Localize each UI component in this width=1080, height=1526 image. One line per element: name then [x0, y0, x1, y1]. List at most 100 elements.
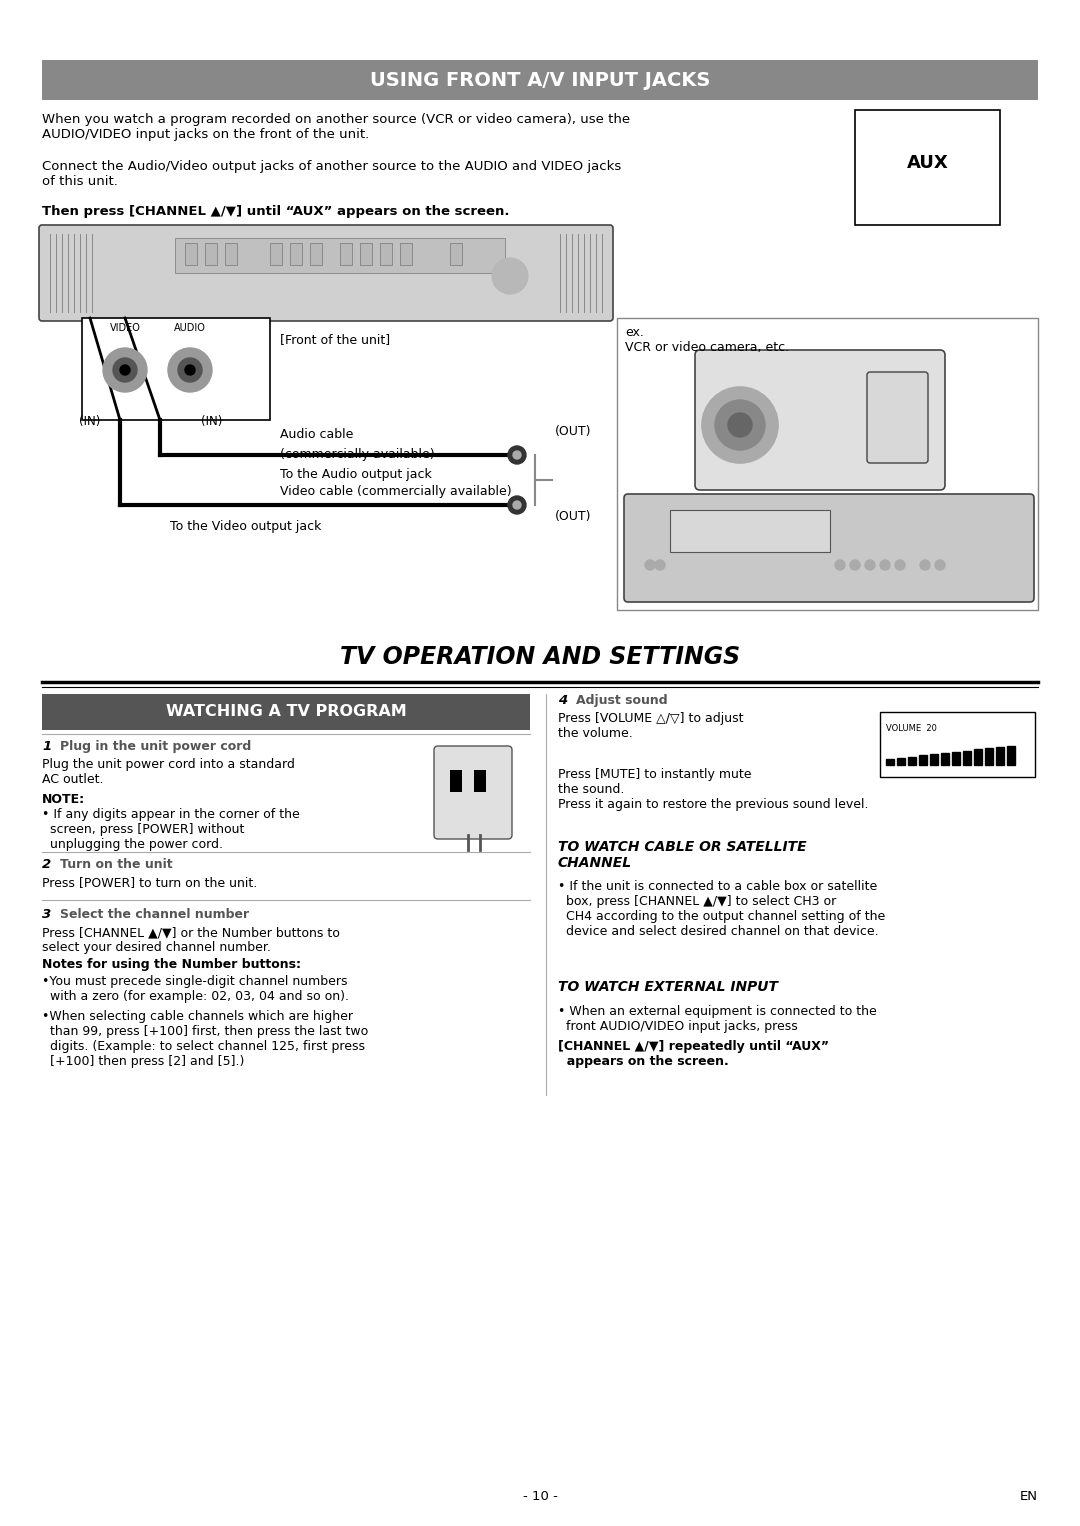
Bar: [617, 317, 1038, 610]
Circle shape: [492, 258, 528, 295]
Circle shape: [865, 560, 875, 571]
Text: ex.
VCR or video camera, etc.: ex. VCR or video camera, etc.: [625, 327, 789, 354]
Text: To the Audio output jack: To the Audio output jack: [280, 468, 432, 481]
Bar: [941, 752, 949, 765]
Text: Press [MUTE] to instantly mute
the sound.
Press it again to restore the previous: Press [MUTE] to instantly mute the sound…: [558, 768, 868, 810]
Text: NOTE:: NOTE:: [42, 794, 85, 806]
Circle shape: [880, 560, 890, 571]
Text: • When an external equipment is connected to the
  front AUDIO/VIDEO input jacks: • When an external equipment is connecte…: [558, 1006, 877, 1033]
Text: AUX: AUX: [906, 154, 948, 171]
Text: Plug the unit power cord into a standard
AC outlet.: Plug the unit power cord into a standard…: [42, 758, 295, 786]
Text: Connect the Audio/Video output jacks of another source to the AUDIO and VIDEO ja: Connect the Audio/Video output jacks of …: [42, 160, 621, 188]
Text: Adjust sound: Adjust sound: [576, 694, 667, 707]
Text: • If the unit is connected to a cable box or satellite
  box, press [CHANNEL ▲/▼: • If the unit is connected to a cable bo…: [558, 881, 886, 938]
Bar: [310, 243, 322, 266]
Text: Audio cable: Audio cable: [280, 427, 353, 441]
Bar: [42, 60, 1038, 101]
Text: Press [POWER] to turn on the unit.: Press [POWER] to turn on the unit.: [42, 876, 257, 890]
Bar: [205, 243, 217, 266]
Text: - 10 -: - 10 -: [523, 1489, 557, 1503]
Circle shape: [513, 501, 521, 510]
Bar: [855, 110, 1000, 224]
Bar: [225, 243, 237, 266]
Bar: [380, 243, 392, 266]
Circle shape: [702, 388, 778, 462]
Text: [Front of the unit]: [Front of the unit]: [280, 333, 390, 346]
Bar: [951, 752, 960, 765]
Text: USING FRONT A/V INPUT JACKS: USING FRONT A/V INPUT JACKS: [369, 70, 711, 90]
Bar: [270, 243, 282, 266]
Text: TV OPERATION AND SETTINGS: TV OPERATION AND SETTINGS: [340, 645, 740, 668]
Circle shape: [935, 560, 945, 571]
Text: (IN): (IN): [201, 415, 222, 427]
Circle shape: [185, 365, 195, 375]
Bar: [400, 243, 411, 266]
Circle shape: [120, 365, 130, 375]
Circle shape: [508, 446, 526, 464]
Text: (IN): (IN): [79, 415, 100, 427]
Text: WATCHING A TV PROGRAM: WATCHING A TV PROGRAM: [165, 705, 406, 719]
Bar: [919, 755, 927, 765]
Text: 2: 2: [42, 858, 51, 871]
Text: TO WATCH EXTERNAL INPUT: TO WATCH EXTERNAL INPUT: [558, 980, 778, 993]
Text: (commercially available): (commercially available): [280, 449, 434, 461]
Bar: [340, 243, 352, 266]
Bar: [886, 758, 894, 765]
Bar: [185, 243, 197, 266]
Circle shape: [715, 400, 765, 450]
Bar: [670, 510, 831, 552]
Text: When you watch a program recorded on another source (VCR or video camera), use t: When you watch a program recorded on ano…: [42, 113, 630, 140]
Text: VIDEO: VIDEO: [109, 324, 140, 333]
Text: Notes for using the Number buttons:: Notes for using the Number buttons:: [42, 958, 301, 971]
Bar: [897, 758, 905, 765]
Text: •When selecting cable channels which are higher
  than 99, press [+100] first, t: •When selecting cable channels which are…: [42, 1010, 368, 1068]
FancyBboxPatch shape: [867, 372, 928, 462]
Text: Then press [CHANNEL ▲/▼] until “AUX” appears on the screen.: Then press [CHANNEL ▲/▼] until “AUX” app…: [42, 204, 510, 218]
Text: (OUT): (OUT): [555, 426, 592, 438]
Bar: [82, 317, 270, 420]
Bar: [42, 694, 530, 729]
Bar: [908, 757, 916, 765]
Bar: [474, 771, 486, 792]
Circle shape: [920, 560, 930, 571]
Bar: [880, 713, 1035, 777]
Circle shape: [168, 348, 212, 392]
Bar: [985, 748, 993, 765]
Bar: [450, 771, 462, 792]
Circle shape: [113, 359, 137, 382]
Circle shape: [513, 452, 521, 459]
FancyBboxPatch shape: [624, 494, 1034, 601]
FancyBboxPatch shape: [434, 746, 512, 839]
Text: Turn on the unit: Turn on the unit: [60, 858, 173, 871]
Text: Plug in the unit power cord: Plug in the unit power cord: [60, 740, 252, 752]
Text: • If any digits appear in the corner of the
  screen, press [POWER] without
  un: • If any digits appear in the corner of …: [42, 807, 300, 852]
Bar: [1007, 746, 1015, 765]
Bar: [360, 243, 372, 266]
Text: 4: 4: [558, 694, 567, 707]
Text: Press [CHANNEL ▲/▼] or the Number buttons to
select your desired channel number.: Press [CHANNEL ▲/▼] or the Number button…: [42, 926, 340, 954]
Bar: [450, 243, 462, 266]
Text: Press [VOLUME △/▽] to adjust
the volume.: Press [VOLUME △/▽] to adjust the volume.: [558, 713, 743, 740]
FancyBboxPatch shape: [696, 349, 945, 490]
Text: Select the channel number: Select the channel number: [60, 908, 249, 922]
Circle shape: [645, 560, 654, 571]
Text: [CHANNEL ▲/▼] repeatedly until “AUX”
  appears on the screen.: [CHANNEL ▲/▼] repeatedly until “AUX” app…: [558, 1041, 829, 1068]
Text: •You must precede single-digit channel numbers
  with a zero (for example: 02, 0: •You must precede single-digit channel n…: [42, 975, 349, 1003]
Bar: [996, 748, 1004, 765]
Circle shape: [728, 414, 752, 436]
Text: TO WATCH CABLE OR SATELLITE
CHANNEL: TO WATCH CABLE OR SATELLITE CHANNEL: [558, 839, 807, 870]
FancyBboxPatch shape: [39, 224, 613, 320]
Text: 3: 3: [42, 908, 51, 922]
Text: 1: 1: [42, 740, 51, 752]
Bar: [963, 751, 971, 765]
Circle shape: [508, 496, 526, 514]
Circle shape: [654, 560, 665, 571]
Circle shape: [103, 348, 147, 392]
Circle shape: [835, 560, 845, 571]
Text: VOLUME  20: VOLUME 20: [886, 723, 936, 732]
Bar: [175, 238, 505, 273]
Text: EN: EN: [1020, 1489, 1038, 1503]
Text: Video cable (commercially available): Video cable (commercially available): [280, 485, 512, 497]
Text: (OUT): (OUT): [555, 510, 592, 523]
Circle shape: [895, 560, 905, 571]
